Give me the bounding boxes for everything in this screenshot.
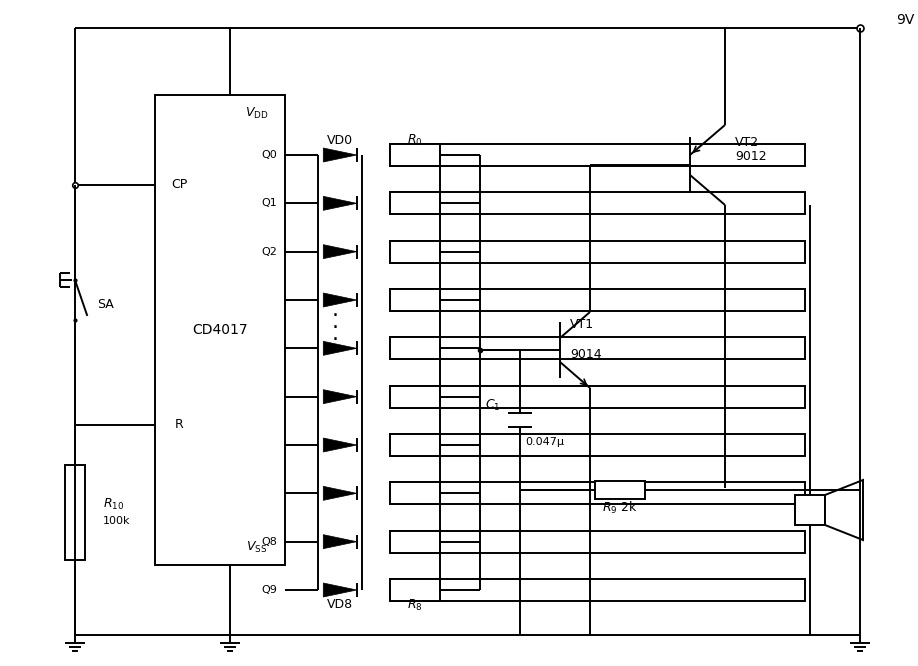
Text: VD8: VD8 xyxy=(327,599,353,611)
Text: Q1: Q1 xyxy=(262,198,277,208)
Bar xyxy=(390,579,805,601)
Polygon shape xyxy=(323,293,357,307)
Bar xyxy=(595,481,645,499)
Bar xyxy=(390,192,440,214)
Bar xyxy=(390,531,440,553)
Bar xyxy=(390,482,805,504)
Text: $V_{\rm DD}$: $V_{\rm DD}$ xyxy=(245,105,269,121)
Bar xyxy=(390,434,805,456)
Text: VT1: VT1 xyxy=(570,318,594,332)
Text: 100k: 100k xyxy=(103,515,130,525)
Bar xyxy=(390,289,440,311)
Bar xyxy=(390,434,440,456)
Text: $C_1$: $C_1$ xyxy=(485,398,500,412)
Text: $R_8$: $R_8$ xyxy=(408,597,423,613)
Bar xyxy=(390,144,805,166)
Bar xyxy=(390,531,805,553)
Text: $R_9$ 2k: $R_9$ 2k xyxy=(602,500,638,516)
Text: Q9: Q9 xyxy=(261,585,277,595)
Text: SA: SA xyxy=(97,298,114,312)
Bar xyxy=(390,240,440,262)
Text: CD4017: CD4017 xyxy=(192,323,248,337)
Bar xyxy=(795,495,825,525)
Bar xyxy=(390,144,440,166)
Text: .: . xyxy=(331,312,339,332)
Text: $R_0$: $R_0$ xyxy=(408,133,423,148)
Polygon shape xyxy=(323,148,357,162)
Bar xyxy=(390,482,440,504)
Text: CP: CP xyxy=(171,178,187,192)
Bar xyxy=(65,465,85,560)
Bar xyxy=(390,386,440,408)
Text: .: . xyxy=(331,324,339,344)
Polygon shape xyxy=(323,583,357,597)
Text: 0.047μ: 0.047μ xyxy=(525,437,564,447)
Text: VT2: VT2 xyxy=(735,137,759,149)
Text: 9014: 9014 xyxy=(570,348,601,362)
Polygon shape xyxy=(825,480,863,540)
Text: $V_{\rm SS}$: $V_{\rm SS}$ xyxy=(246,539,267,555)
Polygon shape xyxy=(323,486,357,500)
Polygon shape xyxy=(323,244,357,258)
Bar xyxy=(390,338,440,360)
Bar xyxy=(390,192,805,214)
Polygon shape xyxy=(323,438,357,452)
Text: Q8: Q8 xyxy=(261,537,277,547)
Text: 9V: 9V xyxy=(896,13,914,27)
Text: Q2: Q2 xyxy=(261,246,277,256)
Polygon shape xyxy=(323,390,357,404)
Text: Q0: Q0 xyxy=(262,150,277,160)
Bar xyxy=(390,240,805,262)
Text: 9012: 9012 xyxy=(735,151,767,163)
Bar xyxy=(390,289,805,311)
Text: .: . xyxy=(331,300,339,320)
Text: R: R xyxy=(174,418,184,432)
Polygon shape xyxy=(323,342,357,356)
Bar xyxy=(155,95,285,565)
Polygon shape xyxy=(323,535,357,549)
Text: $R_{10}$: $R_{10}$ xyxy=(103,497,124,512)
Bar xyxy=(390,338,805,360)
Text: VD0: VD0 xyxy=(327,133,353,147)
Bar xyxy=(390,386,805,408)
Bar xyxy=(390,579,440,601)
Polygon shape xyxy=(323,196,357,210)
